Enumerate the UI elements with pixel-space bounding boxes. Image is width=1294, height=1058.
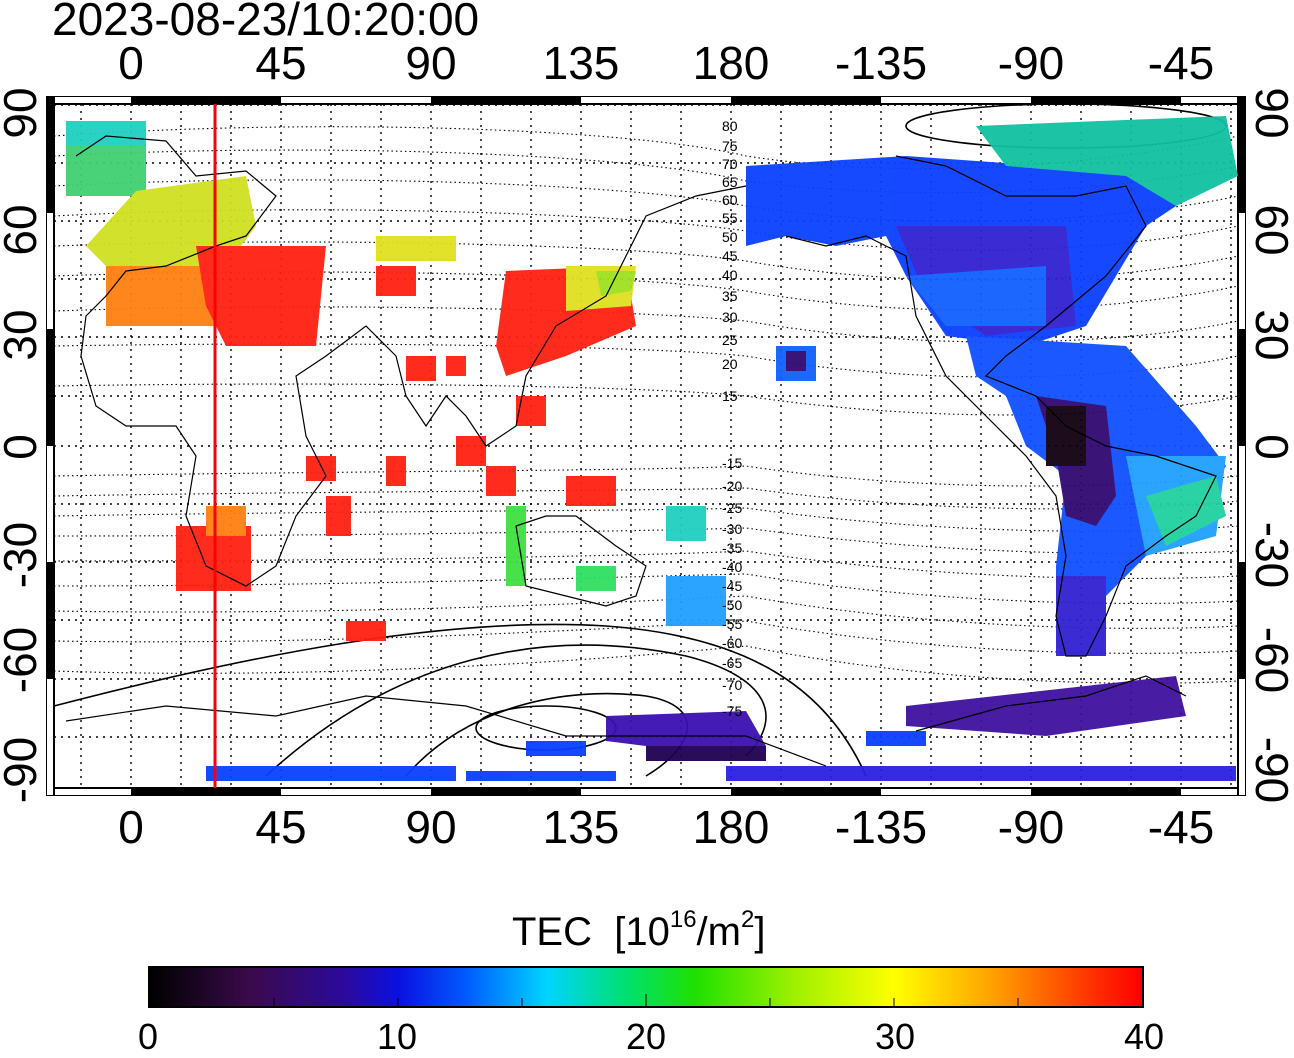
colorbar-tick: 0 — [137, 1016, 159, 1057]
right-lat-tick: 60 — [1246, 204, 1294, 256]
contour-label: -75 — [722, 703, 742, 719]
unit-prefix: [10 — [614, 910, 670, 954]
top-lon-tick: -45 — [1147, 37, 1215, 89]
tec-map: 80 75 70 65 60 55 50 45 40 35 30 25 20 1… — [46, 96, 1246, 796]
right-lat-tick: 30 — [1246, 309, 1294, 361]
left-lat-tick: -90 — [0, 736, 46, 804]
top-lon-tick: -135 — [834, 37, 928, 89]
contour-labels: 80 75 70 65 60 55 50 45 40 35 30 25 20 1… — [722, 118, 742, 719]
left-lat-tick: -30 — [0, 521, 46, 589]
left-lat-tick: 60 — [0, 204, 46, 256]
contour-label: 25 — [722, 332, 738, 348]
contour-label: 65 — [722, 174, 738, 190]
tec-colorbar — [148, 966, 1144, 1008]
contour-label: -35 — [722, 540, 742, 556]
right-lat-tick: -60 — [1246, 626, 1294, 694]
right-lat-tick: 90 — [1246, 87, 1294, 139]
colorbar-title: TEC [1016/m2] — [512, 906, 765, 955]
contour-label: 35 — [722, 288, 738, 304]
left-lat-tick: -60 — [0, 626, 46, 694]
unit-exponent-2: 2 — [740, 906, 755, 933]
contour-label: 20 — [722, 356, 738, 372]
colorbar-tick: 20 — [625, 1016, 667, 1057]
timestamp-title: 2023-08-23/10:20:00 — [52, 0, 480, 45]
contour-label: 75 — [722, 138, 738, 154]
contour-label: -70 — [722, 677, 742, 693]
contour-label: -55 — [722, 616, 742, 632]
contour-label: 60 — [722, 192, 738, 208]
top-lon-tick: -90 — [997, 37, 1065, 89]
contour-label: -45 — [722, 578, 742, 594]
unit-suffix: ] — [754, 910, 766, 954]
colorbar-label: TEC — [512, 910, 592, 954]
top-lon-tick: 45 — [255, 37, 307, 89]
right-lat-tick: -90 — [1246, 736, 1294, 804]
contour-label: -30 — [722, 521, 742, 537]
colorbar-tick: 10 — [376, 1016, 418, 1057]
coastlines — [65, 135, 1217, 767]
left-lat-tick: 30 — [0, 309, 46, 361]
contour-label: -65 — [722, 655, 742, 671]
top-lon-tick: 0 — [118, 37, 144, 89]
contour-label: -40 — [722, 559, 742, 575]
colorbar-ticks — [273, 994, 1019, 1006]
bottom-lon-tick: -90 — [997, 801, 1065, 853]
right-lat-tick: -30 — [1246, 521, 1294, 589]
top-lon-tick: 180 — [692, 37, 770, 89]
contour-label: -20 — [722, 478, 742, 494]
top-lon-tick: 135 — [542, 37, 620, 89]
contour-label: 70 — [722, 156, 738, 172]
contour-label: -60 — [722, 635, 742, 651]
bottom-lon-tick: 45 — [255, 801, 307, 853]
contour-label: -50 — [722, 597, 742, 613]
top-lon-tick: 90 — [405, 37, 457, 89]
bottom-lon-tick: 135 — [542, 801, 620, 853]
left-lat-tick: 0 — [0, 434, 47, 460]
contour-label: 40 — [722, 267, 738, 283]
bottom-lon-tick: 90 — [405, 801, 457, 853]
bottom-lon-tick: 180 — [692, 801, 770, 853]
tec-data-patches — [66, 116, 1238, 781]
contour-label: 30 — [722, 309, 738, 325]
unit-exponent: 16 — [669, 906, 697, 933]
unit-mid: /m — [696, 910, 741, 954]
colorbar-tick: 30 — [874, 1016, 916, 1057]
contour-label: 55 — [722, 210, 738, 226]
right-lat-tick: 0 — [1246, 434, 1294, 460]
bottom-lon-tick: -45 — [1147, 801, 1215, 853]
contour-label: 50 — [722, 229, 738, 245]
left-lat-tick: 90 — [0, 87, 46, 139]
contour-label: -15 — [722, 455, 742, 471]
colorbar-tick: 40 — [1123, 1016, 1165, 1057]
contour-label: 80 — [722, 118, 738, 134]
bottom-lon-tick: 0 — [118, 801, 144, 853]
axis-bar-segments — [46, 96, 1246, 796]
bottom-lon-tick: -135 — [834, 801, 928, 853]
contour-label: 15 — [722, 388, 738, 404]
contour-label: -25 — [722, 500, 742, 516]
contour-label: 45 — [722, 248, 738, 264]
